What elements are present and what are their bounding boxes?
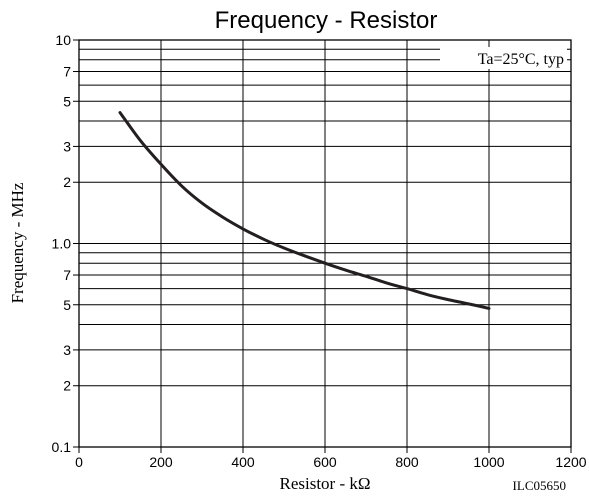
- gridlines: [79, 40, 571, 447]
- y-tick-label: 2: [63, 174, 71, 190]
- x-tick-label: 1200: [555, 454, 586, 470]
- y-axis-ticks: 0.1 2 3 5 7 1.0 2 3 5 7 10: [52, 32, 79, 455]
- annotation-text: Ta=25°C, typ: [478, 51, 564, 68]
- y-tick-label: 10: [55, 32, 71, 48]
- y-tick-label: 1.0: [52, 236, 72, 252]
- y-tick-label: 7: [63, 267, 71, 283]
- series-line: [120, 113, 489, 309]
- x-tick-label: 600: [313, 454, 337, 470]
- y-tick-label: 3: [63, 138, 71, 154]
- x-tick-label: 1000: [473, 454, 504, 470]
- y-tick-label: 3: [63, 342, 71, 358]
- y-tick-label: 5: [63, 93, 71, 109]
- x-tick-label: 800: [395, 454, 419, 470]
- x-axis-label: Resistor - kΩ: [279, 474, 370, 493]
- y-tick-label: 0.1: [52, 439, 72, 455]
- y-tick-label: 2: [63, 378, 71, 394]
- x-axis-ticks: 0 200 400 600 800 1000 1200: [75, 447, 587, 470]
- figure-code: ILC05650: [513, 478, 566, 493]
- x-tick-label: 0: [75, 454, 83, 470]
- x-tick-label: 400: [231, 454, 255, 470]
- chart-title: Frequency - Resistor: [215, 7, 438, 34]
- y-axis-label: Frequency - MHz: [8, 182, 27, 303]
- x-tick-label: 200: [149, 454, 173, 470]
- y-tick-label: 7: [63, 64, 71, 80]
- y-tick-label: 5: [63, 297, 71, 313]
